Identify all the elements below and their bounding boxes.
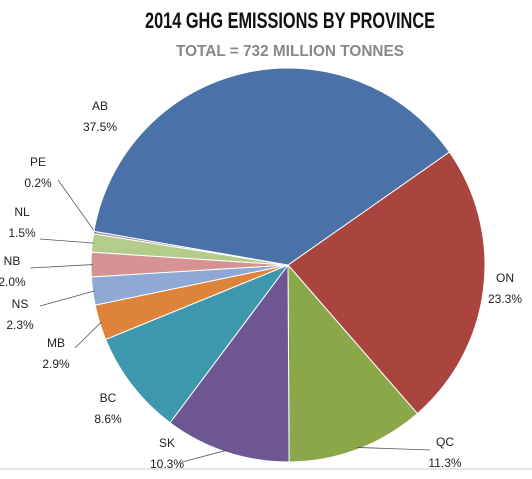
slice-label: MB bbox=[47, 336, 65, 350]
leader-line bbox=[39, 238, 95, 244]
chart-title: 2014 GHG EMISSIONS BY PROVINCE bbox=[145, 8, 435, 33]
pie-slice bbox=[287, 151, 486, 415]
slice-value-label: 37.5% bbox=[83, 120, 117, 134]
slice-label: SK bbox=[159, 436, 175, 450]
slice-value-label: 2.9% bbox=[42, 357, 70, 371]
slice-value-label: 2.3% bbox=[6, 318, 34, 332]
pie-slice bbox=[287, 263, 419, 463]
leader-line bbox=[356, 447, 431, 451]
slice-value-label: 11.3% bbox=[428, 456, 461, 470]
pie-slice bbox=[104, 263, 290, 424]
slice-label: NS bbox=[12, 297, 29, 311]
slice-label: ON bbox=[496, 271, 514, 285]
leader-line bbox=[39, 290, 95, 307]
slice-value-label: 0.2% bbox=[24, 176, 52, 190]
slice-label: QC bbox=[436, 435, 454, 449]
slice-value-label: 23.3% bbox=[488, 292, 522, 306]
slice-label: AB bbox=[92, 99, 108, 113]
slice-value-label: 2.0% bbox=[0, 275, 26, 289]
leader-line bbox=[57, 179, 97, 234]
pie-slice bbox=[93, 67, 451, 266]
slice-label: NL bbox=[14, 205, 30, 219]
slice-label: NB bbox=[4, 254, 21, 268]
slice-value-label: 1.5% bbox=[8, 226, 36, 240]
slice-label: BC bbox=[100, 391, 117, 405]
leader-line bbox=[29, 264, 94, 269]
leader-line bbox=[181, 449, 228, 463]
chart-subtitle: TOTAL = 732 MILLION TONNES bbox=[176, 43, 404, 60]
slice-value-label: 10.3% bbox=[150, 457, 184, 471]
slice-value-label: 8.6% bbox=[94, 412, 122, 426]
leader-line bbox=[74, 321, 102, 349]
slice-label: PE bbox=[30, 155, 46, 169]
pie-slice bbox=[169, 263, 290, 463]
